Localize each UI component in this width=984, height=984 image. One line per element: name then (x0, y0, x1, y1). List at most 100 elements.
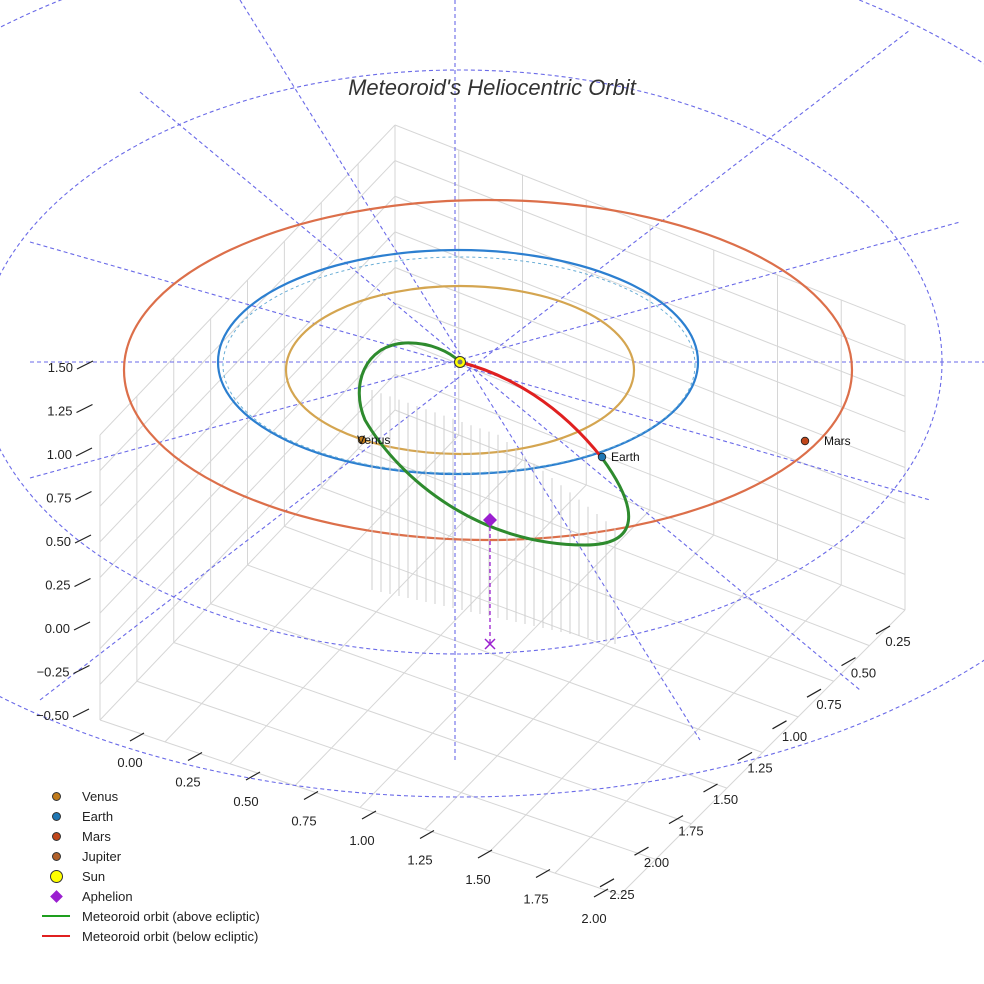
ecliptic-reference-grid (0, 0, 984, 798)
legend-item: Sun (36, 866, 260, 886)
legend-label: Meteoroid orbit (above ecliptic) (82, 908, 260, 924)
legend-label: Mars (82, 828, 111, 844)
z-tick (76, 403, 93, 414)
venus-orbit (284, 284, 636, 456)
floor-gridline (357, 448, 870, 647)
floor-gridline (619, 609, 906, 896)
y-tick-label: 1.75 (678, 824, 703, 839)
z-tick-label: 0.00 (45, 621, 70, 636)
legend-item: Jupiter (36, 846, 260, 866)
wall-gridline (394, 195, 906, 397)
y-tick (668, 815, 684, 825)
legend-swatch (36, 846, 76, 866)
x-tick (593, 888, 609, 898)
z-tick-label: 0.25 (45, 578, 70, 593)
legend-label: Sun (82, 868, 106, 884)
x-tick (303, 790, 319, 801)
x-tick (419, 829, 435, 840)
wall-gridline (99, 338, 396, 650)
floor-gridline (247, 564, 763, 753)
y-tick (703, 783, 718, 793)
z-tick (74, 534, 92, 544)
legend-item: Mars (36, 826, 260, 846)
markers: Earth Mars Venus (357, 356, 851, 650)
wall-gridline (99, 231, 396, 543)
z-tick-label: 0.75 (46, 491, 71, 506)
legend-marker-icon (51, 811, 61, 821)
legend-marker-icon (49, 869, 63, 883)
reference-ray (139, 91, 861, 691)
x-tick (535, 868, 551, 879)
z-tick-label: 0.50 (46, 534, 71, 549)
legend-marker-icon (51, 791, 61, 801)
x-tick (477, 849, 493, 859)
y-tick-label: 2.00 (644, 855, 669, 870)
x-tick-label: 1.00 (349, 833, 374, 848)
y-tick-label: 1.00 (782, 729, 807, 744)
aphelion-marker (483, 513, 497, 527)
legend-line-icon (42, 915, 70, 917)
wall-gridline (394, 267, 906, 468)
z-tick (75, 447, 93, 457)
planet-label: Mars (824, 434, 851, 448)
planet-label: Venus (357, 433, 390, 447)
wall-gridline (394, 231, 906, 433)
wall-gridline (394, 373, 906, 575)
z-tick-label: 1.50 (48, 360, 73, 375)
legend: Venus Earth Mars Jupiter Sun Aphelion Meteoroi… (36, 786, 260, 946)
floor-gridline (284, 525, 799, 718)
wall-gridline (99, 302, 396, 614)
wall-gridline (99, 195, 396, 507)
wall-gridline (99, 374, 396, 685)
z-tick-label: 1.00 (47, 447, 72, 462)
aphelion-projection-cross (484, 638, 496, 650)
x-tick-label: 0.75 (291, 814, 316, 829)
x-tick (361, 810, 377, 820)
y-tick-label: 1.25 (747, 760, 772, 775)
axes-grid (99, 124, 906, 896)
legend-swatch (36, 886, 76, 906)
axis-ticks: 1.50 1.25 1.00 0.75 0.50 0.25 0.00 −0.25 −0.50 0.… (36, 360, 911, 926)
legend-swatch (36, 926, 76, 946)
sun-center (457, 359, 463, 365)
y-tick (875, 625, 891, 635)
chart-title: Meteoroid's Heliocentric Orbit (348, 75, 637, 100)
wall-gridline (394, 124, 906, 326)
mars-orbit (122, 198, 854, 542)
y-tick-label: 2.25 (609, 887, 634, 902)
earth-marker (597, 452, 607, 462)
legend-line-icon (42, 935, 70, 937)
legend-label: Venus (82, 788, 119, 804)
y-tick-label: 0.50 (851, 666, 876, 681)
x-tick (129, 732, 145, 742)
x-tick-label: 1.25 (407, 853, 432, 868)
floor-gridline (424, 534, 715, 830)
floor-gridline (321, 487, 834, 682)
legend-swatch (36, 826, 76, 846)
z-tick (72, 708, 90, 718)
x-tick-label: 1.50 (465, 872, 490, 887)
meteoroid-orbit-above (357, 341, 631, 547)
x-tick-label: 2.00 (581, 911, 606, 926)
y-tick (841, 657, 856, 667)
legend-label: Aphelion (82, 888, 133, 904)
z-tick (74, 577, 91, 588)
x-tick-label: 1.75 (523, 892, 548, 907)
z-tick-label: 1.25 (47, 404, 72, 419)
z-tick (73, 664, 90, 675)
x-tick (245, 771, 261, 781)
x-tick-label: 0.00 (117, 755, 142, 770)
wall-gridline (394, 338, 906, 540)
legend-swatch (36, 786, 76, 806)
y-tick (806, 688, 822, 698)
reference-ring (0, 0, 984, 798)
legend-marker-icon (51, 851, 61, 861)
x-tick-label: 0.50 (233, 794, 258, 809)
planet-label: Earth (611, 450, 640, 464)
y-tick (737, 751, 753, 761)
earth-orbit (216, 248, 700, 476)
floor-gridline (554, 584, 842, 874)
z-tick-label: −0.50 (36, 708, 69, 723)
meteoroid-orbit-below (459, 360, 604, 459)
